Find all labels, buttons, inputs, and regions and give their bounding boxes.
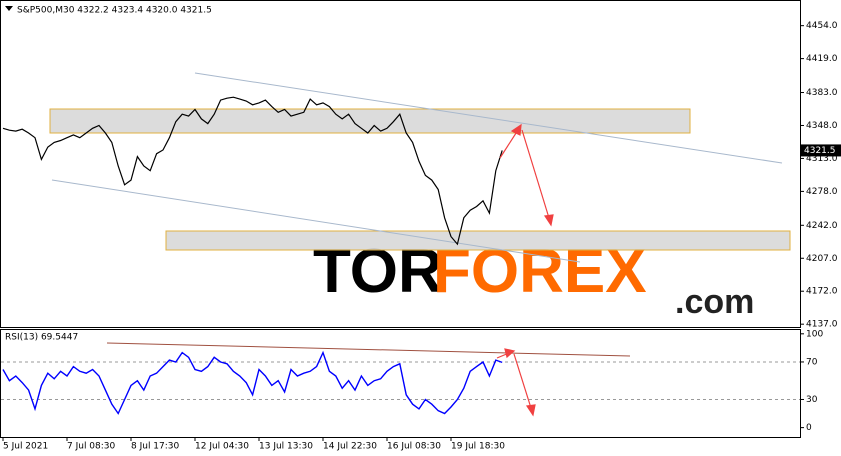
current-price-label: 4321.5 xyxy=(804,146,836,156)
x-tick-label: 14 Jul 22:30 xyxy=(323,442,377,452)
plot: 4454.0 4419.0 4383.0 4348.0 4313.0 4278.0 4242… xyxy=(1,21,841,452)
y-tick-label: 4419.0 xyxy=(806,54,838,64)
x-tick-label: 19 Jul 18:30 xyxy=(451,442,505,452)
current-price-box xyxy=(801,144,841,157)
resistance-zone xyxy=(49,108,691,134)
arrow xyxy=(513,353,532,409)
arrow-head xyxy=(510,123,522,136)
arrow xyxy=(521,129,550,219)
series-line xyxy=(2,96,503,246)
x-tick-label: 13 Jul 13:30 xyxy=(259,442,313,452)
channel-lower xyxy=(51,179,581,263)
series-line xyxy=(2,350,503,415)
arrow-head xyxy=(525,404,536,417)
y-tick-label: 70 xyxy=(806,357,818,367)
arrow xyxy=(499,129,519,159)
y-tick-label: 4207.0 xyxy=(806,254,838,264)
arrow-head xyxy=(504,348,516,359)
y-tick-label: 30 xyxy=(806,395,818,405)
y-tick-label: 4313.0 xyxy=(806,154,838,164)
y-tick-label: 4278.0 xyxy=(806,187,838,197)
y-tick-label: 4348.0 xyxy=(806,121,838,131)
x-tick-label: 5 Jul 2021 xyxy=(3,442,48,452)
y-tick-label: 4242.0 xyxy=(806,221,838,231)
forecast-arrows xyxy=(496,123,554,417)
y-tick-label: 4137.0 xyxy=(806,320,838,330)
channel-upper xyxy=(194,72,783,164)
y-tick-label: 4454.0 xyxy=(806,21,838,31)
x-tick-label: 8 Jul 17:30 xyxy=(131,442,180,452)
price-header: S&P500,M30 4322.2 4323.4 4320.0 4321.5 xyxy=(17,6,212,16)
watermark: TOR FOREX .com xyxy=(313,237,754,321)
watermark-com: .com xyxy=(675,283,754,321)
x-tick-label: 16 Jul 08:30 xyxy=(387,442,441,452)
y-tick-label: 100 xyxy=(806,329,823,339)
arrow-head xyxy=(543,214,554,227)
symbol-menu[interactable] xyxy=(5,6,13,11)
y-tick-label: 4172.0 xyxy=(806,287,838,297)
support-zone xyxy=(165,230,791,251)
x-tick-label: 12 Jul 04:30 xyxy=(195,442,249,452)
y-tick-label: 4383.0 xyxy=(806,88,838,98)
price-panel xyxy=(0,0,801,328)
rsi-panel xyxy=(0,329,801,438)
rsi-header: RSI(13) 69.5447 xyxy=(5,333,78,343)
rsi-trendline xyxy=(106,342,631,357)
y-tick-label: 0 xyxy=(806,423,812,433)
x-tick-label: 7 Jul 08:30 xyxy=(67,442,116,452)
